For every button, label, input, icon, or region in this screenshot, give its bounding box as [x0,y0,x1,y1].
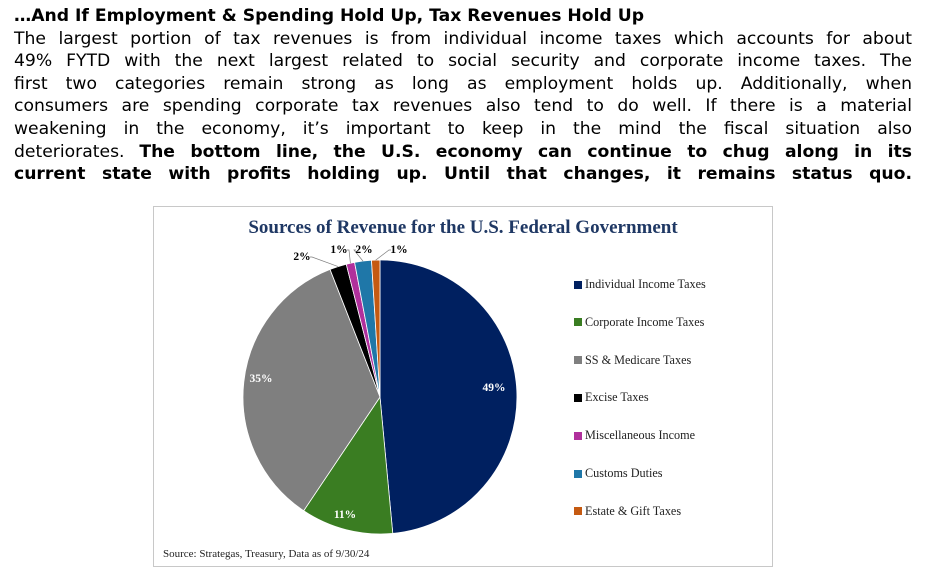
chart-title: Sources of Revenue for the U.S. Federal … [248,217,678,238]
legend-item-estate-gift-taxes: Estate & Gift Taxes [574,504,681,519]
leader-line-miscellaneous-income [347,249,351,264]
legend-item-miscellaneous-income: Miscellaneous Income [574,428,695,443]
slice-label-ss-medicare-taxes: 35% [250,373,273,385]
legend-item-customs-duties: Customs Duties [574,466,663,481]
legend-swatch [574,393,582,402]
paragraph-line-2: 49% FYTD with the next largest related t… [14,51,912,72]
article-text: …And If Employment & Spending Hold Up, T… [14,5,912,186]
legend-swatch [574,280,582,289]
slice-label-individual-income-taxes: 49% [483,382,506,394]
legend-swatch [574,507,582,516]
legend-swatch [574,469,582,478]
legend-swatch [574,431,582,440]
pie-chart: 49% 11% 35% 2% 1% 2% 1% [242,244,518,535]
leader-line-customs-duties [353,249,364,262]
legend-item-individual-income-taxes: Individual Income Taxes [574,277,706,292]
leader-line-estate-gift-taxes [375,249,391,261]
paragraph-line-1: The largest portion of tax revenues is f… [14,28,912,49]
leader-line-excise-taxes [310,256,339,267]
pie-slice-ss-medicare-taxes [242,268,381,512]
pie-slice-corporate-income-taxes [303,395,394,535]
paragraph-line-6: deteriorates. The bottom line, the U.S. … [14,141,912,164]
legend-item-ss-medicare-taxes: SS & Medicare Taxes [574,353,691,368]
legend-label: Corporate Income Taxes [585,314,705,329]
legend-swatch [574,356,582,365]
paragraph-line-4: consumers are spending corporate tax rev… [14,96,912,117]
bottom-line-text-2: current state with profits holding up. U… [14,164,912,185]
bottom-line-text-1: The bottom line, the U.S. economy can co… [139,141,912,162]
slice-label-miscellaneous-income: 1% [330,244,347,256]
pie-chart-figure: Sources of Revenue for the U.S. Federal … [153,206,773,567]
legend-label: Customs Duties [585,466,663,480]
legend-label: Miscellaneous Income [585,428,695,443]
chart-source: Source: Strategas, Treasury, Data as of … [163,548,370,560]
paragraph-line-6-normal: deteriorates. [14,141,140,162]
legend-swatch [574,318,582,327]
legend-item-corporate-income-taxes: Corporate Income Taxes [574,315,704,330]
slice-label-estate-gift-taxes: 1% [390,244,407,256]
paragraph-line-5: weakening in the economy, it’s important… [14,118,912,139]
legend-label: Excise Taxes [585,390,649,405]
legend-label: SS & Medicare Taxes [585,352,692,367]
slice-label-excise-taxes: 2% [293,251,310,263]
legend-label: Estate & Gift Taxes [585,503,682,518]
slice-label-corporate-income-taxes: 11% [334,509,356,521]
slice-label-customs-duties: 2% [355,244,372,256]
paragraph-line-3: first two categories remain strong as lo… [14,73,912,94]
article-title: …And If Employment & Spending Hold Up, T… [14,6,645,26]
pie-slice-individual-income-taxes [379,259,518,534]
legend-label: Individual Income Taxes [585,277,706,291]
legend-item-excise-taxes: Excise Taxes [574,390,649,405]
